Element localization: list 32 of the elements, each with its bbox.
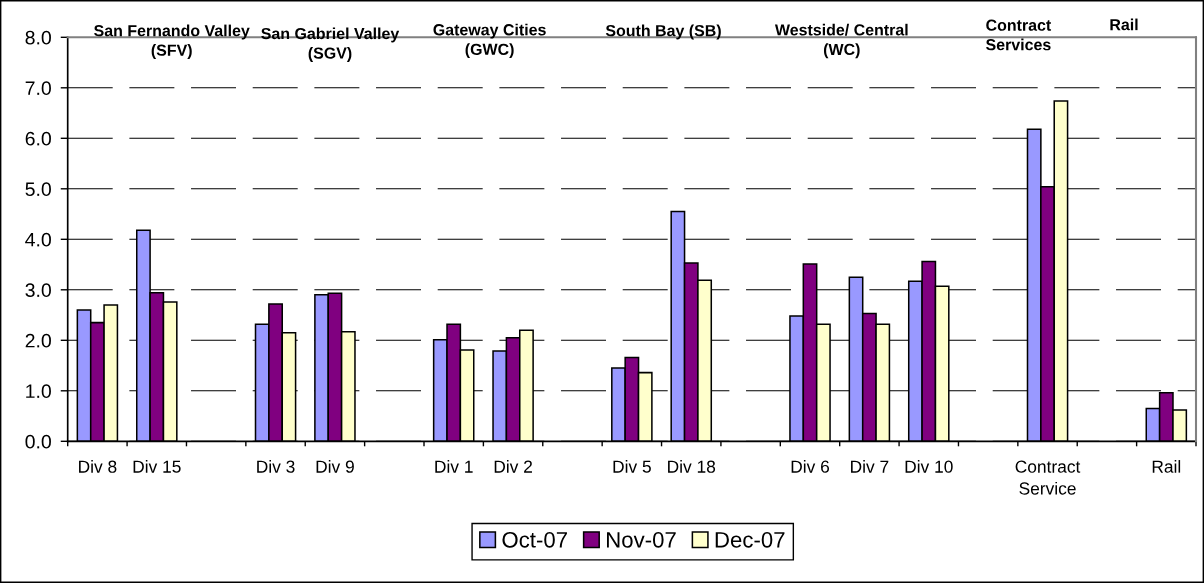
text: Rail bbox=[1110, 18, 1138, 31]
legend-label: Oct-07 bbox=[502, 531, 567, 548]
x-tick-label: Div 18 bbox=[668, 460, 716, 473]
annotation: South Bay (SB) bbox=[605, 24, 721, 40]
annotation: Contract Services bbox=[986, 19, 1052, 51]
y-tick-label: 5.0 bbox=[25, 182, 51, 197]
x-tick-label: Div 9 bbox=[316, 460, 354, 473]
annotation: San Fernando Valley (SFV) bbox=[94, 24, 250, 59]
x-tick-label: Div 7 bbox=[851, 460, 889, 473]
x-tick-label: Div 15 bbox=[133, 460, 181, 473]
x-tick-label: Div 6 bbox=[791, 460, 830, 473]
x-tick-label: Div 8 bbox=[79, 460, 117, 473]
x-tick-label: Div 1 bbox=[435, 460, 473, 473]
x-tick-label: Div 5 bbox=[613, 460, 651, 473]
x-tick-label: Contract Service bbox=[1015, 460, 1081, 495]
annotation: Gateway Cities (GWC) bbox=[433, 23, 546, 59]
y-tick-label: 0.0 bbox=[25, 434, 51, 449]
y-tick-label: 7.0 bbox=[25, 81, 51, 96]
y-tick-label: 1.0 bbox=[26, 384, 51, 399]
y-tick-label: 3.0 bbox=[25, 283, 51, 298]
y-tick-label: 4.0 bbox=[25, 232, 51, 247]
x-tick-label: Div 3 bbox=[257, 460, 295, 473]
legend-label: Nov-07 bbox=[607, 531, 676, 548]
x-tick-label: Rail bbox=[1152, 460, 1181, 473]
x-tick-label: Div 10 bbox=[905, 460, 953, 473]
annotation: San Gabriel Valley (SGV) bbox=[261, 27, 400, 62]
y-tick-label: 8.0 bbox=[25, 30, 51, 45]
y-tick-label: 2.0 bbox=[25, 333, 51, 348]
x-tick-label: Div 2 bbox=[494, 460, 532, 473]
y-tick-label: 6.0 bbox=[25, 131, 51, 146]
legend-label: Dec-07 bbox=[715, 531, 785, 548]
annotation: Westside/ Central (WC) bbox=[774, 23, 908, 59]
